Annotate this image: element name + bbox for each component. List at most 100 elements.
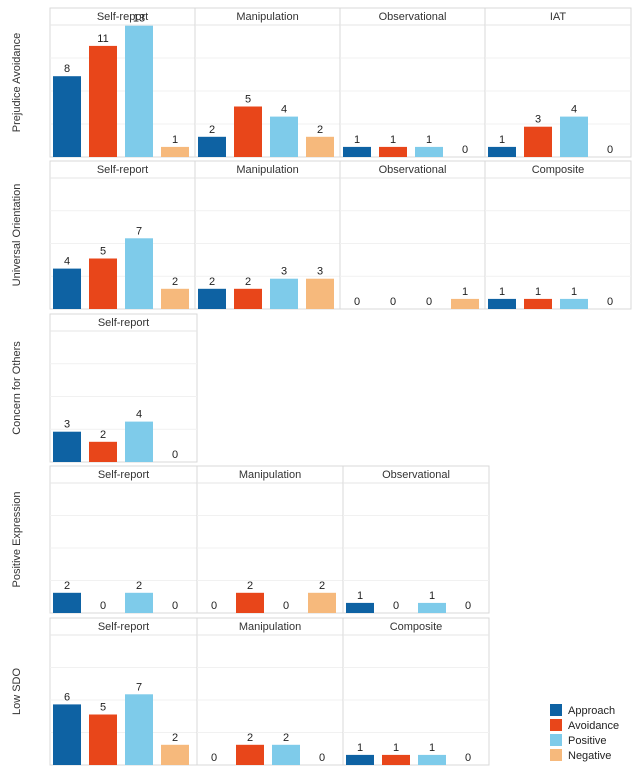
facet-panel: Self-report 3 2 4 0	[49, 313, 198, 463]
data-label: 7	[136, 225, 142, 237]
data-label: 4	[571, 104, 577, 116]
legend-item: Negative	[550, 749, 611, 762]
panel-title: Composite	[532, 164, 585, 176]
data-label: 1	[499, 134, 505, 146]
panel-border	[484, 7, 632, 158]
bar	[560, 116, 588, 157]
legend-item: Positive	[550, 734, 607, 747]
row-label: Universal Orientation	[11, 184, 23, 287]
data-label: 2	[172, 276, 178, 288]
data-label: 1	[429, 590, 435, 602]
data-label: 3	[281, 266, 287, 278]
row-label: Prejudice Avoidance	[11, 33, 23, 132]
data-label: 1	[426, 134, 432, 146]
bar	[161, 146, 189, 157]
bar	[53, 268, 81, 309]
facet-panel: Observational 0 0 0 1	[339, 160, 486, 310]
facet-panel: Self-report 8 11 13 1	[49, 7, 196, 158]
bar	[272, 744, 300, 765]
data-label: 0	[607, 144, 613, 156]
bar	[234, 106, 262, 157]
legend-swatch	[550, 704, 562, 716]
data-label: 1	[462, 286, 468, 298]
bar	[53, 431, 81, 462]
panel-border	[342, 617, 490, 766]
data-label: 0	[319, 752, 325, 764]
panel-title: Manipulation	[239, 621, 301, 633]
data-label: 0	[283, 600, 289, 612]
data-label: 4	[64, 256, 70, 268]
data-label: 0	[390, 296, 396, 308]
data-label: 13	[133, 13, 145, 25]
data-label: 2	[319, 580, 325, 592]
bar	[53, 704, 81, 765]
facet-panel: Observational 1 1 1 0	[339, 7, 486, 158]
bar	[125, 421, 153, 462]
facet-panel: Composite 1 1 1 0	[484, 160, 632, 310]
bar	[488, 298, 516, 309]
legend-label: Negative	[568, 750, 611, 762]
panel-border	[484, 160, 632, 310]
legend: Approach Avoidance Positive Negative	[550, 704, 619, 762]
panel-border	[49, 465, 198, 614]
data-label: 0	[100, 600, 106, 612]
facet-panel: Observational 1 0 1 0	[342, 465, 490, 614]
data-label: 1	[354, 134, 360, 146]
bar	[53, 592, 81, 613]
data-label: 1	[393, 742, 399, 754]
facet-row: Concern for Others Self-report 3 2 4 0	[11, 313, 198, 463]
data-label: 0	[607, 296, 613, 308]
bar	[560, 298, 588, 309]
bar	[198, 136, 226, 157]
facet-panel: Composite 1 1 1 0	[342, 617, 490, 766]
facet-panel: Manipulation 0 2 2 0	[196, 617, 344, 766]
data-label: 1	[429, 742, 435, 754]
data-label: 3	[64, 419, 70, 431]
bar	[89, 258, 117, 309]
panel-title: Manipulation	[236, 11, 298, 23]
legend-item: Avoidance	[550, 719, 619, 732]
bar	[161, 288, 189, 309]
data-label: 0	[211, 600, 217, 612]
bar	[236, 744, 264, 765]
data-label: 0	[172, 600, 178, 612]
panel-title: Self-report	[98, 469, 149, 481]
facet-row: Positive ExpressionSelf-report2020Manipu…	[11, 465, 490, 614]
bar	[418, 754, 446, 765]
panel-border	[339, 7, 486, 158]
bar	[418, 602, 446, 613]
bar	[89, 441, 117, 462]
bar	[270, 116, 298, 157]
data-label: 0	[462, 144, 468, 156]
bar	[53, 76, 81, 157]
bar	[346, 602, 374, 613]
data-label: 1	[390, 134, 396, 146]
panel-border	[49, 313, 198, 463]
bar	[89, 714, 117, 765]
bar	[125, 592, 153, 613]
data-label: 2	[317, 124, 323, 136]
panel-title: Observational	[379, 11, 447, 23]
data-label: 2	[247, 732, 253, 744]
data-label: 5	[245, 94, 251, 106]
bar	[306, 278, 334, 309]
data-label: 2	[64, 580, 70, 592]
bar	[308, 592, 336, 613]
legend-label: Avoidance	[568, 720, 619, 732]
data-label: 2	[209, 124, 215, 136]
bar	[346, 754, 374, 765]
data-label: 2	[209, 276, 215, 288]
bar	[125, 25, 153, 158]
row-label: Concern for Others	[11, 341, 23, 435]
facet-panel: Manipulation 2 5 4 2	[194, 7, 341, 158]
data-label: 2	[247, 580, 253, 592]
bar	[236, 592, 264, 613]
data-label: 2	[136, 580, 142, 592]
bar	[382, 754, 410, 765]
legend-item: Approach	[550, 704, 615, 717]
panel-title: IAT	[550, 11, 567, 23]
data-label: 0	[172, 449, 178, 461]
data-label: 6	[64, 691, 70, 703]
bar	[488, 146, 516, 157]
